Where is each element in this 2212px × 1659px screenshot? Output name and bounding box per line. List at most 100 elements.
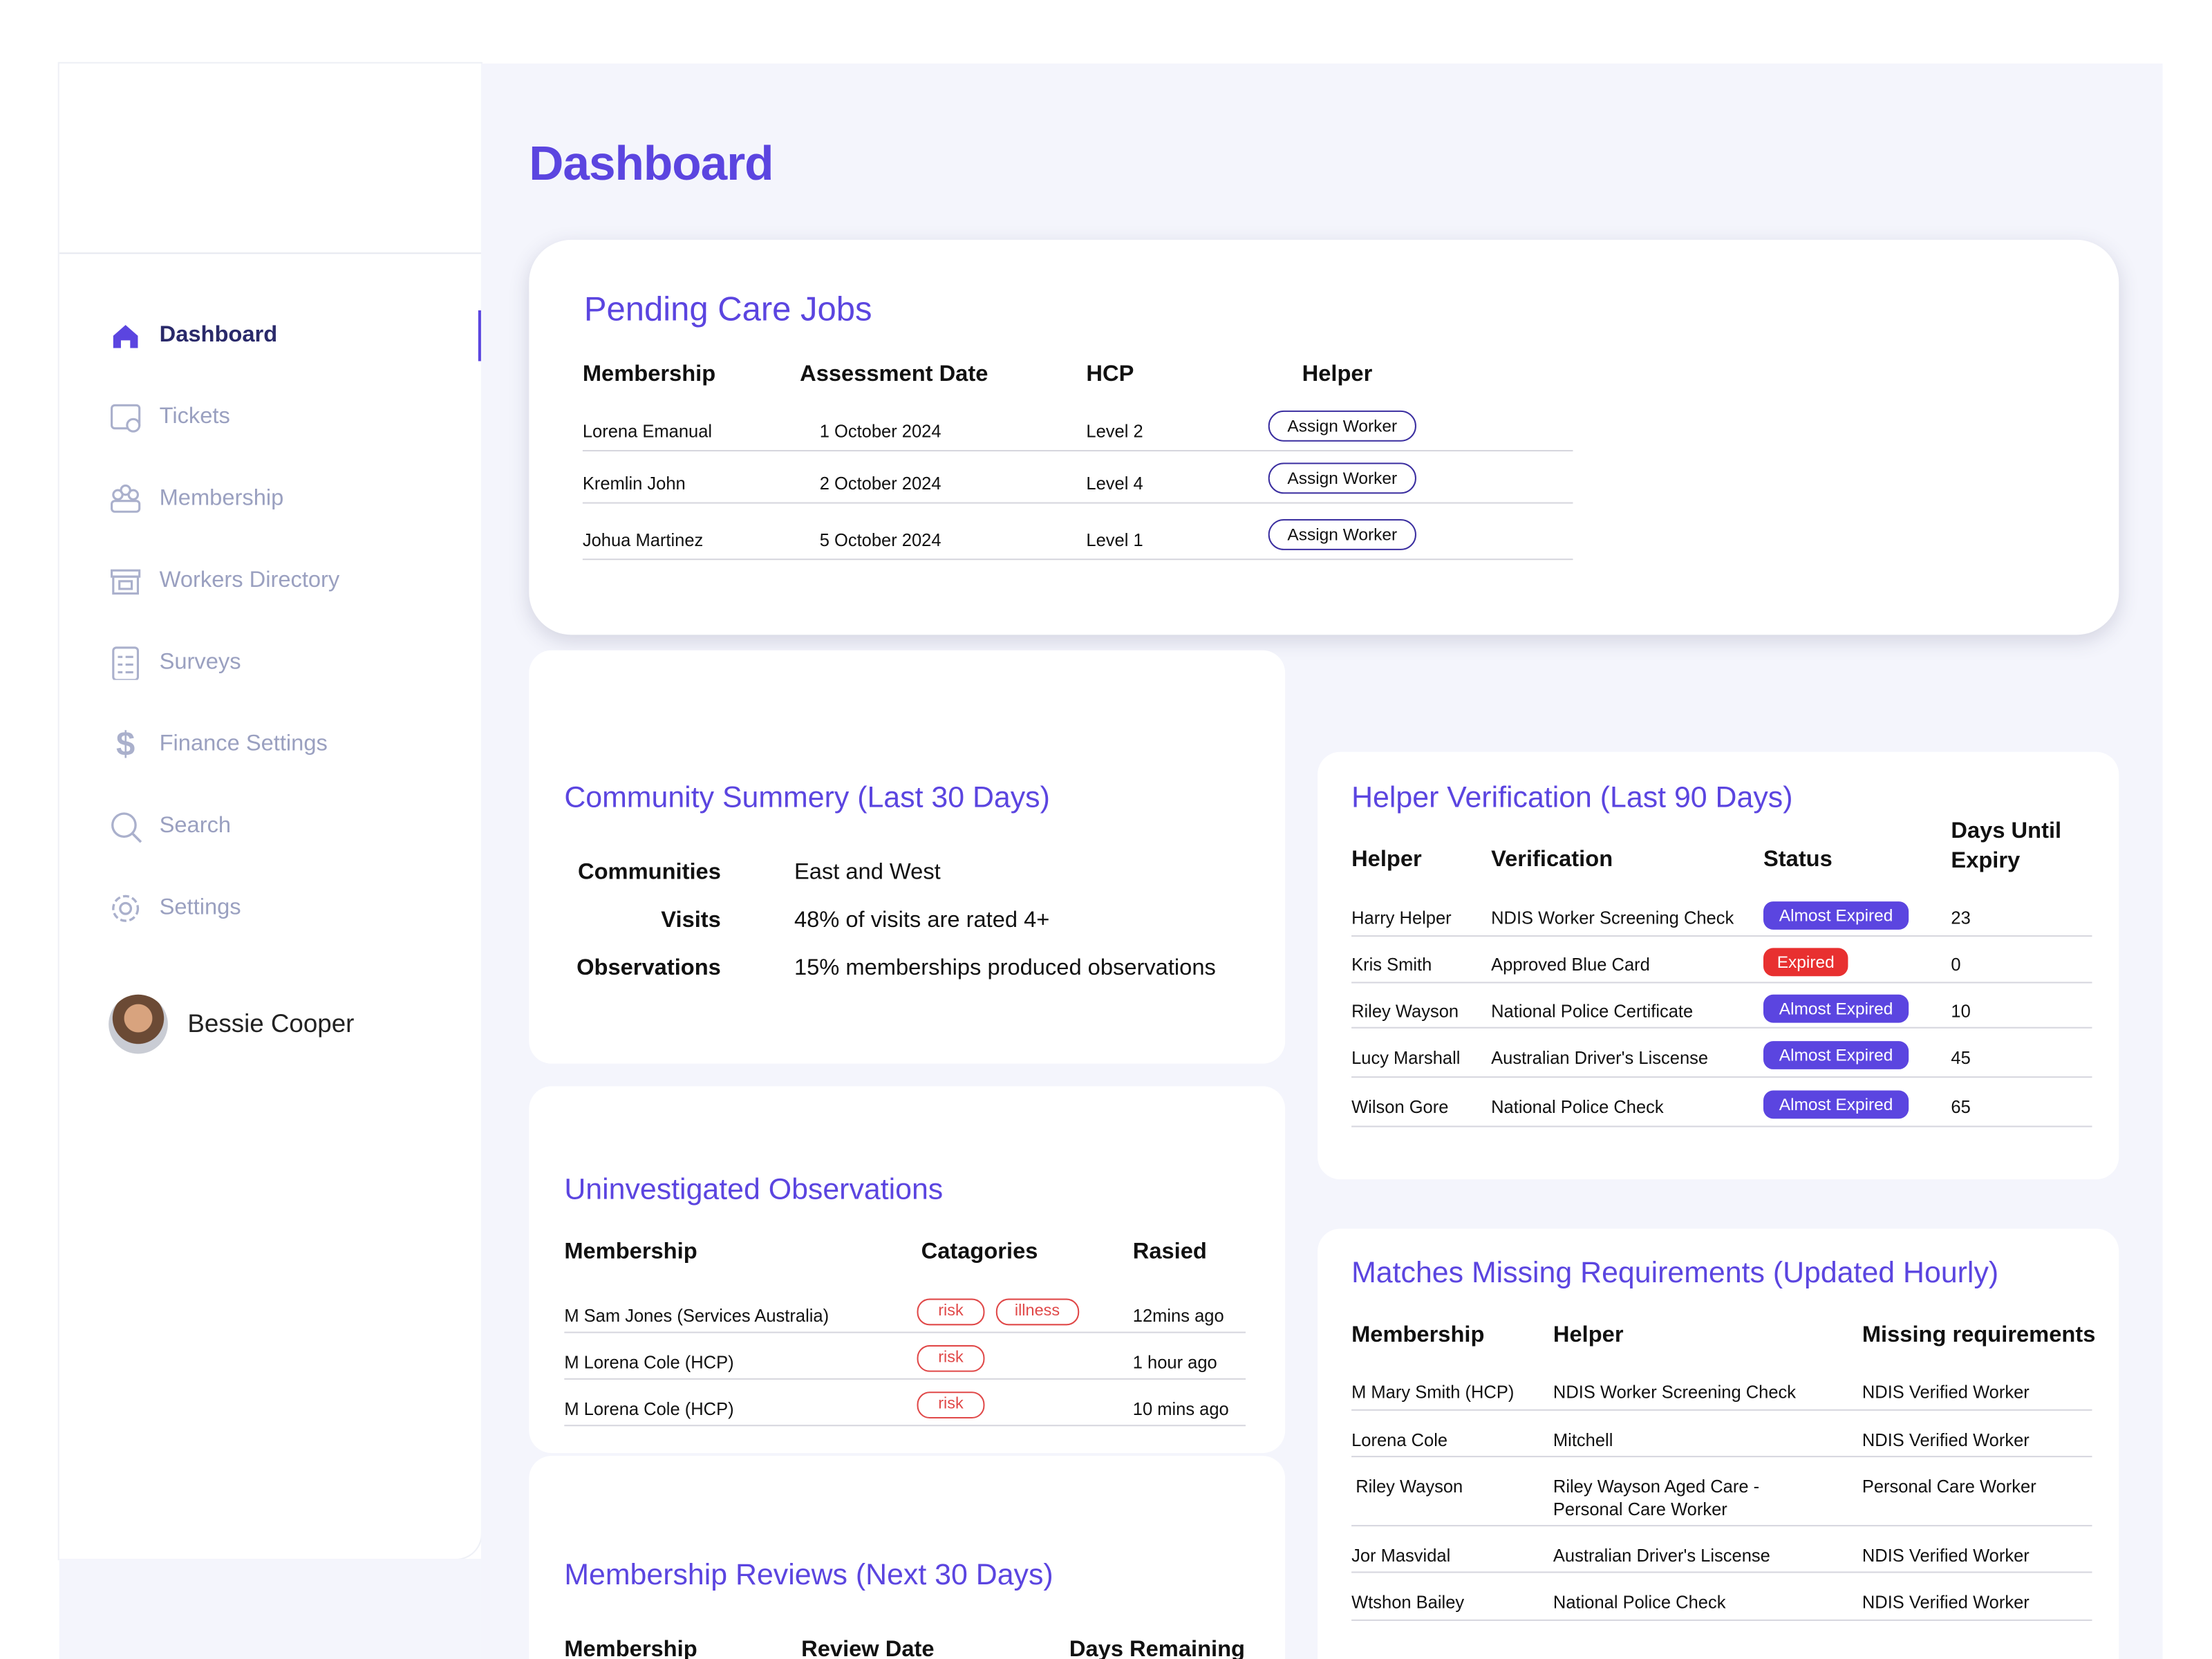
cell: M Lorena Cole (HCP) [564, 1399, 734, 1420]
row-divider [1351, 1619, 2092, 1621]
cell: 2 October 2024 [819, 474, 941, 494]
row-divider [1351, 1525, 2092, 1527]
row-divider [1351, 1076, 2092, 1078]
icon [113, 325, 138, 348]
cell: 45 [1951, 1048, 1971, 1068]
row-divider [1351, 935, 2092, 937]
column-header: Membership [582, 362, 716, 387]
nav-item[interactable]: Settings [159, 895, 241, 920]
cell: 65 [1951, 1097, 1971, 1118]
assign-button[interactable]: Assign Worker [1268, 410, 1416, 442]
cell: NDIS Verified Worker [1862, 1546, 2030, 1566]
column-header: Helper [1553, 1323, 1624, 1347]
card-title: Helper Verification (Last 90 Days) [1351, 781, 1793, 814]
nav-icon [109, 401, 142, 435]
cell: Lorena Emanual [582, 422, 713, 442]
cell: 10 mins ago [1132, 1399, 1229, 1420]
icon [111, 484, 141, 513]
category-tag: risk [917, 1298, 985, 1326]
column-header: Assessment Date [800, 362, 988, 387]
cell: NDIS Verified Worker [1862, 1382, 2030, 1403]
cell: 0 [1951, 955, 1961, 975]
column-header: Verification [1491, 847, 1613, 872]
status-badge: Expired [1763, 948, 1848, 977]
cell: Jor Masvidal [1351, 1546, 1451, 1566]
column-header: Membership [564, 1239, 697, 1264]
row-divider [582, 502, 1573, 504]
row-divider [582, 559, 1573, 561]
cell: M Sam Jones (Services Australia) [564, 1306, 830, 1327]
matches-card [1318, 1228, 2119, 1659]
cell: Riley Wayson Aged Care - Personal Care W… [1553, 1477, 1760, 1519]
row-divider [1351, 1409, 2092, 1411]
summary-label: Communities [578, 860, 721, 885]
cell: NDIS Worker Screening Check [1553, 1382, 1797, 1403]
cell: M Lorena Cole (HCP) [564, 1353, 734, 1373]
cell: Harry Helper [1351, 908, 1452, 928]
cell: 5 October 2024 [819, 530, 941, 550]
cell: Mitchell [1553, 1430, 1613, 1450]
cell: NDIS Verified Worker [1862, 1593, 2030, 1613]
summary-value: 48% of visits are rated 4+ [794, 908, 1050, 932]
cell: 10 [1951, 1001, 1971, 1022]
row-divider [564, 1378, 1246, 1380]
icon [112, 646, 140, 682]
nav-item[interactable]: Surveys [159, 650, 241, 675]
column-header: Missing requirements [1862, 1323, 2096, 1347]
summary-value: East and West [794, 860, 941, 885]
assign-button[interactable]: Assign Worker [1268, 519, 1416, 550]
observations-card [529, 1086, 1286, 1454]
cell: Level 1 [1086, 530, 1143, 550]
icon [111, 404, 141, 433]
category-tag: risk [917, 1391, 985, 1419]
cell: 1 October 2024 [819, 422, 941, 442]
column-header: Days Remaining [1069, 1638, 1245, 1659]
cell: National Police Check [1553, 1593, 1726, 1613]
nav-item[interactable]: Membership [159, 487, 284, 511]
status-badge: Almost Expired [1763, 994, 1909, 1023]
card-title: Uninvestigated Observations [564, 1173, 944, 1206]
cell: NDIS Verified Worker [1862, 1430, 2030, 1450]
icon: $ [116, 726, 135, 763]
active-indicator [478, 310, 481, 362]
cell: 23 [1951, 908, 1971, 928]
cell: National Police Certificate [1491, 1001, 1694, 1022]
card-title: Membership Reviews (Next 30 Days) [564, 1559, 1053, 1592]
pending-care-jobs-card [529, 239, 2119, 635]
row-divider [1351, 1125, 2092, 1127]
card-title: Pending Care Jobs [583, 290, 872, 329]
nav-item[interactable]: Finance Settings [159, 732, 328, 756]
column-header: Review Date [801, 1638, 935, 1659]
nav-icon [109, 892, 142, 926]
column-header: Membership [564, 1638, 697, 1659]
nav-icon: $ [109, 726, 142, 763]
column-header: Membership [1351, 1323, 1485, 1347]
summary-value: 15% memberships produced observations [794, 956, 1216, 981]
cell: Approved Blue Card [1491, 955, 1650, 975]
row-divider [1351, 1456, 2092, 1458]
summary-label: Observations [577, 956, 721, 981]
cell: Lucy Marshall [1351, 1048, 1461, 1068]
avatar [109, 994, 168, 1054]
cell: NDIS Worker Screening Check [1491, 908, 1734, 928]
icon [112, 894, 140, 922]
status-badge: Almost Expired [1763, 1041, 1909, 1069]
column-header: Helper [1351, 847, 1422, 872]
cell: Riley Wayson [1351, 1001, 1459, 1022]
summary-label: Visits [661, 908, 721, 932]
user-name[interactable]: Bessie Cooper [187, 1009, 355, 1038]
cell: Wilson Gore [1351, 1097, 1449, 1118]
nav-item[interactable]: Tickets [159, 404, 230, 429]
cell: 12mins ago [1132, 1306, 1224, 1327]
cell: Lorena Cole [1351, 1430, 1448, 1450]
nav-icon [109, 482, 142, 516]
cell: Australian Driver's Liscense [1553, 1546, 1770, 1566]
category-tag: illness [995, 1298, 1079, 1326]
nav-item[interactable]: Workers Directory [159, 568, 340, 593]
assign-button[interactable]: Assign Worker [1268, 462, 1416, 494]
nav-item[interactable]: Dashboard [159, 323, 278, 348]
nav-item[interactable]: Search [159, 814, 232, 838]
cell: Level 2 [1086, 422, 1143, 442]
cell: Kris Smith [1351, 955, 1432, 975]
